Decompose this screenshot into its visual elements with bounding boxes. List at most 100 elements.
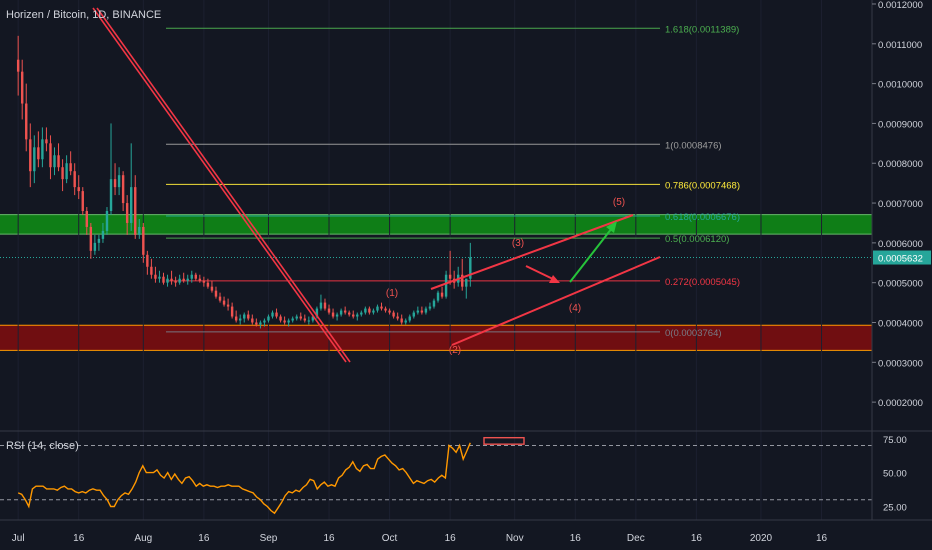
- candle-body: [408, 316, 411, 321]
- candle-body: [218, 296, 222, 301]
- candle-body: [323, 302, 327, 309]
- fib-level-label-3: 0.618(0.0006676): [665, 212, 740, 223]
- candle-body: [307, 320, 311, 322]
- candle-body: [202, 280, 206, 283]
- candle-body: [117, 175, 121, 188]
- candle-body: [73, 171, 76, 188]
- drawings-layer: [92, 7, 661, 363]
- candle-body: [356, 314, 359, 317]
- candle-body: [105, 211, 109, 231]
- candle-body: [222, 300, 226, 305]
- rsi-line: [17, 442, 471, 515]
- candle-body: [469, 257, 472, 279]
- candle-body: [291, 318, 294, 321]
- time-tick-label: Nov: [506, 533, 524, 544]
- projected-up-arrow: [569, 227, 613, 283]
- candle-body: [352, 314, 355, 317]
- time-tick-label: 16: [691, 533, 703, 544]
- candle-body: [20, 71, 24, 104]
- candle-body: [303, 318, 307, 321]
- price-tick-label: 0.0010000: [878, 80, 923, 91]
- candle-body: [444, 274, 448, 297]
- candle-body: [347, 312, 351, 315]
- candle-body: [384, 308, 387, 311]
- candle-body: [65, 163, 68, 180]
- descending-trendline-edge: [96, 7, 351, 363]
- wave-label-1: (1): [386, 288, 398, 299]
- candle-body: [404, 320, 407, 323]
- time-tick-label: 16: [198, 533, 210, 544]
- channel-lower-line: [451, 256, 661, 346]
- candle-body: [319, 302, 323, 309]
- price-tick-label: 0.0008000: [878, 159, 923, 170]
- candle-body: [440, 292, 444, 297]
- wave-labels: (1) (2) (3) (4) (5): [386, 197, 625, 356]
- candle-body: [129, 187, 133, 223]
- wave-label-2: (2): [449, 345, 461, 356]
- candle-body: [339, 310, 343, 315]
- candle-body: [238, 318, 242, 321]
- candle-body: [174, 280, 177, 283]
- candle-body: [97, 238, 101, 243]
- candle-body: [182, 278, 185, 281]
- candle-body: [420, 310, 424, 313]
- projected-down-arrow: [525, 265, 556, 281]
- candle-body: [206, 282, 210, 287]
- time-grid: [17, 0, 823, 520]
- candle-body: [412, 312, 416, 317]
- candle-body: [275, 312, 278, 317]
- candle-body: [170, 278, 173, 281]
- candle-body: [158, 276, 161, 279]
- candle-body: [251, 318, 254, 323]
- candles-layer: [0, 35, 872, 329]
- fib-level-label-1: 1(0.0008476): [665, 140, 722, 151]
- support-zone: [0, 325, 872, 351]
- channel-upper-line: [430, 214, 634, 290]
- candle-body: [198, 278, 202, 281]
- rsi-pane: [0, 430, 932, 515]
- candle-body: [396, 316, 399, 319]
- candle-body: [247, 314, 250, 319]
- candle-body: [194, 274, 198, 279]
- candle-body: [125, 203, 129, 223]
- candle-body: [299, 316, 302, 319]
- candle-body: [448, 274, 452, 279]
- candle-body: [267, 316, 270, 321]
- rsi-tick-label: 75.00: [883, 435, 907, 446]
- candle-body: [465, 278, 468, 287]
- time-tick-label: 16: [323, 533, 335, 544]
- rsi-tick-label: 50.00: [883, 469, 907, 480]
- rsi-tick-label: 25.00: [883, 502, 907, 513]
- candle-body: [255, 322, 258, 325]
- wave-label-4: (4): [569, 303, 581, 314]
- candle-body: [388, 310, 391, 313]
- candle-body: [162, 276, 165, 283]
- candle-body: [327, 308, 331, 313]
- candle-body: [283, 320, 286, 323]
- candle-body: [343, 310, 347, 313]
- price-tick-label: 0.0006000: [878, 239, 923, 250]
- rsi-overbought-box: [483, 436, 525, 445]
- candle-body: [416, 310, 420, 313]
- candle-body: [61, 167, 64, 180]
- price-tick-label: 0.0005000: [878, 279, 923, 290]
- zones-layer: [0, 214, 872, 351]
- descending-trendline: [92, 7, 347, 363]
- time-tick-label: 16: [570, 533, 582, 544]
- candle-body: [45, 139, 48, 144]
- time-tick-label: 16: [445, 533, 457, 544]
- candle-body: [364, 308, 367, 313]
- fib-level-label-5: 0.272(0.0005045): [665, 277, 740, 288]
- candle-body: [226, 304, 230, 307]
- projected-down-arrowhead: [549, 275, 560, 283]
- candle-body: [214, 290, 218, 297]
- time-tick-label: Sep: [260, 533, 278, 544]
- candle-body: [134, 187, 137, 235]
- candle-body: [37, 147, 40, 160]
- candle-body: [372, 310, 375, 313]
- time-tick-label: Jul: [12, 533, 25, 544]
- candle-body: [53, 155, 56, 168]
- fib-level-label-4: 0.5(0.0006120): [665, 234, 729, 245]
